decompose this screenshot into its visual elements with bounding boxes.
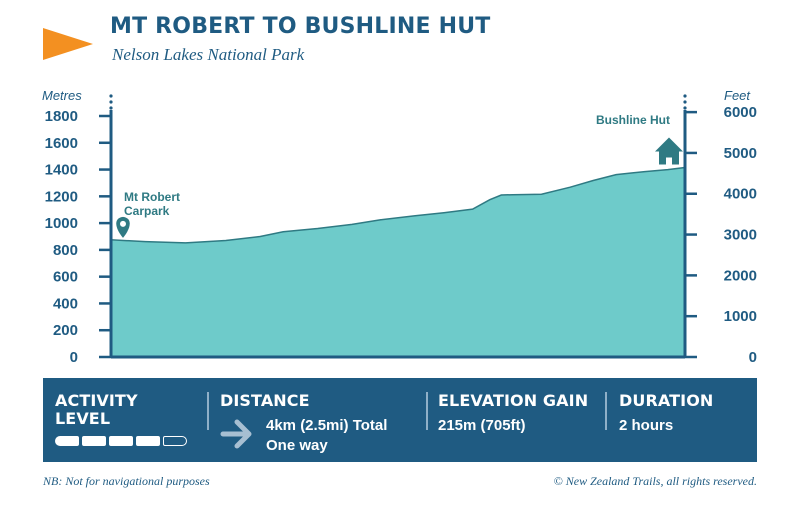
y-right-tick-label: 5000 <box>724 145 757 162</box>
arrow-right-icon <box>220 419 252 449</box>
page-title: MT ROBERT TO BUSHLINE HUT <box>110 14 491 39</box>
y-left-unit-label: Metres <box>42 88 82 103</box>
activity-level-segment-filled <box>136 436 160 446</box>
trail-info-panel: ACTIVITY LEVEL DISTANCE 4km (2.5mi) Tota… <box>43 378 757 462</box>
y-right-tick-label: 1000 <box>724 308 757 325</box>
duration-heading: DURATION <box>619 391 714 410</box>
elevation-area <box>110 166 686 358</box>
y-right-tick-label: 2000 <box>724 267 757 284</box>
axis-continuation-dot <box>683 100 687 104</box>
y-left-tick-label: 200 <box>53 322 78 339</box>
y-left-tick-label: 1600 <box>45 135 78 152</box>
orange-flag-icon <box>43 28 93 60</box>
elevation-chart: Metres Feet 0 200 400 600 800 1000 1200 1400 160… <box>42 88 757 366</box>
activity-section: ACTIVITY LEVEL <box>55 378 205 462</box>
page-subtitle: Nelson Lakes National Park <box>112 45 305 64</box>
activity-level-segment-filled <box>55 436 79 446</box>
axis-continuation-dot <box>109 106 113 110</box>
copyright-notice: © New Zealand Trails, all rights reserve… <box>553 474 757 488</box>
activity-level-segment-filled <box>109 436 133 446</box>
distance-value: 4km (2.5mi) Total One way <box>266 416 387 456</box>
map-pin-icon <box>116 216 130 238</box>
start-label-line: Carpark <box>124 204 170 218</box>
y-left-tick-label: 1400 <box>45 162 78 179</box>
activity-heading-line2: LEVEL <box>55 409 111 428</box>
house-icon <box>655 137 683 165</box>
elevation-value: 215m (705ft) <box>438 417 526 434</box>
y-left-tick-label: 400 <box>53 295 78 312</box>
end-label: Bushline Hut <box>596 113 670 127</box>
distance-type: One way <box>266 437 328 454</box>
divider <box>605 392 607 430</box>
distance-heading: DISTANCE <box>220 391 310 410</box>
activity-level-meter <box>55 436 187 446</box>
y-left-tick-label: 0 <box>70 349 78 366</box>
y-left-tick-label: 1000 <box>45 215 78 232</box>
y-left-tick-label: 800 <box>53 242 78 259</box>
y-left-tick-label: 600 <box>53 269 78 286</box>
y-right-tick-label: 3000 <box>724 227 757 244</box>
y-right-axis: 0 1000 2000 3000 4000 5000 6000 <box>683 94 757 366</box>
y-left-tick-label: 1800 <box>45 108 78 125</box>
axis-continuation-dot <box>683 106 687 110</box>
divider <box>207 392 209 430</box>
activity-heading: ACTIVITY LEVEL <box>55 392 138 428</box>
elevation-heading: ELEVATION GAIN <box>438 391 589 410</box>
duration-value: 2 hours <box>619 417 674 434</box>
y-right-tick-label: 6000 <box>724 104 757 121</box>
axis-continuation-dot <box>683 94 687 98</box>
y-right-tick-label: 0 <box>749 349 757 366</box>
divider <box>426 392 428 430</box>
start-label-line: Mt Robert <box>124 190 180 204</box>
axis-continuation-dot <box>109 94 113 98</box>
y-left-axis: 0 200 400 600 800 1000 1200 1400 1600 1800 <box>45 94 685 366</box>
navigation-disclaimer: NB: Not for navigational purposes <box>43 474 210 488</box>
y-left-tick-label: 1200 <box>45 188 78 205</box>
activity-level-segment-empty <box>163 436 187 446</box>
y-right-tick-label: 4000 <box>724 186 757 203</box>
activity-heading-line1: ACTIVITY <box>55 391 138 410</box>
axis-continuation-dot <box>109 100 113 104</box>
duration-section: DURATION 2 hours <box>619 378 749 462</box>
elevation-section: ELEVATION GAIN 215m (705ft) <box>438 378 598 462</box>
y-right-unit-label: Feet <box>724 88 751 103</box>
distance-section: DISTANCE 4km (2.5mi) Total One way <box>220 378 420 462</box>
distance-total: 4km (2.5mi) Total <box>266 417 388 434</box>
activity-level-segment-filled <box>82 436 106 446</box>
